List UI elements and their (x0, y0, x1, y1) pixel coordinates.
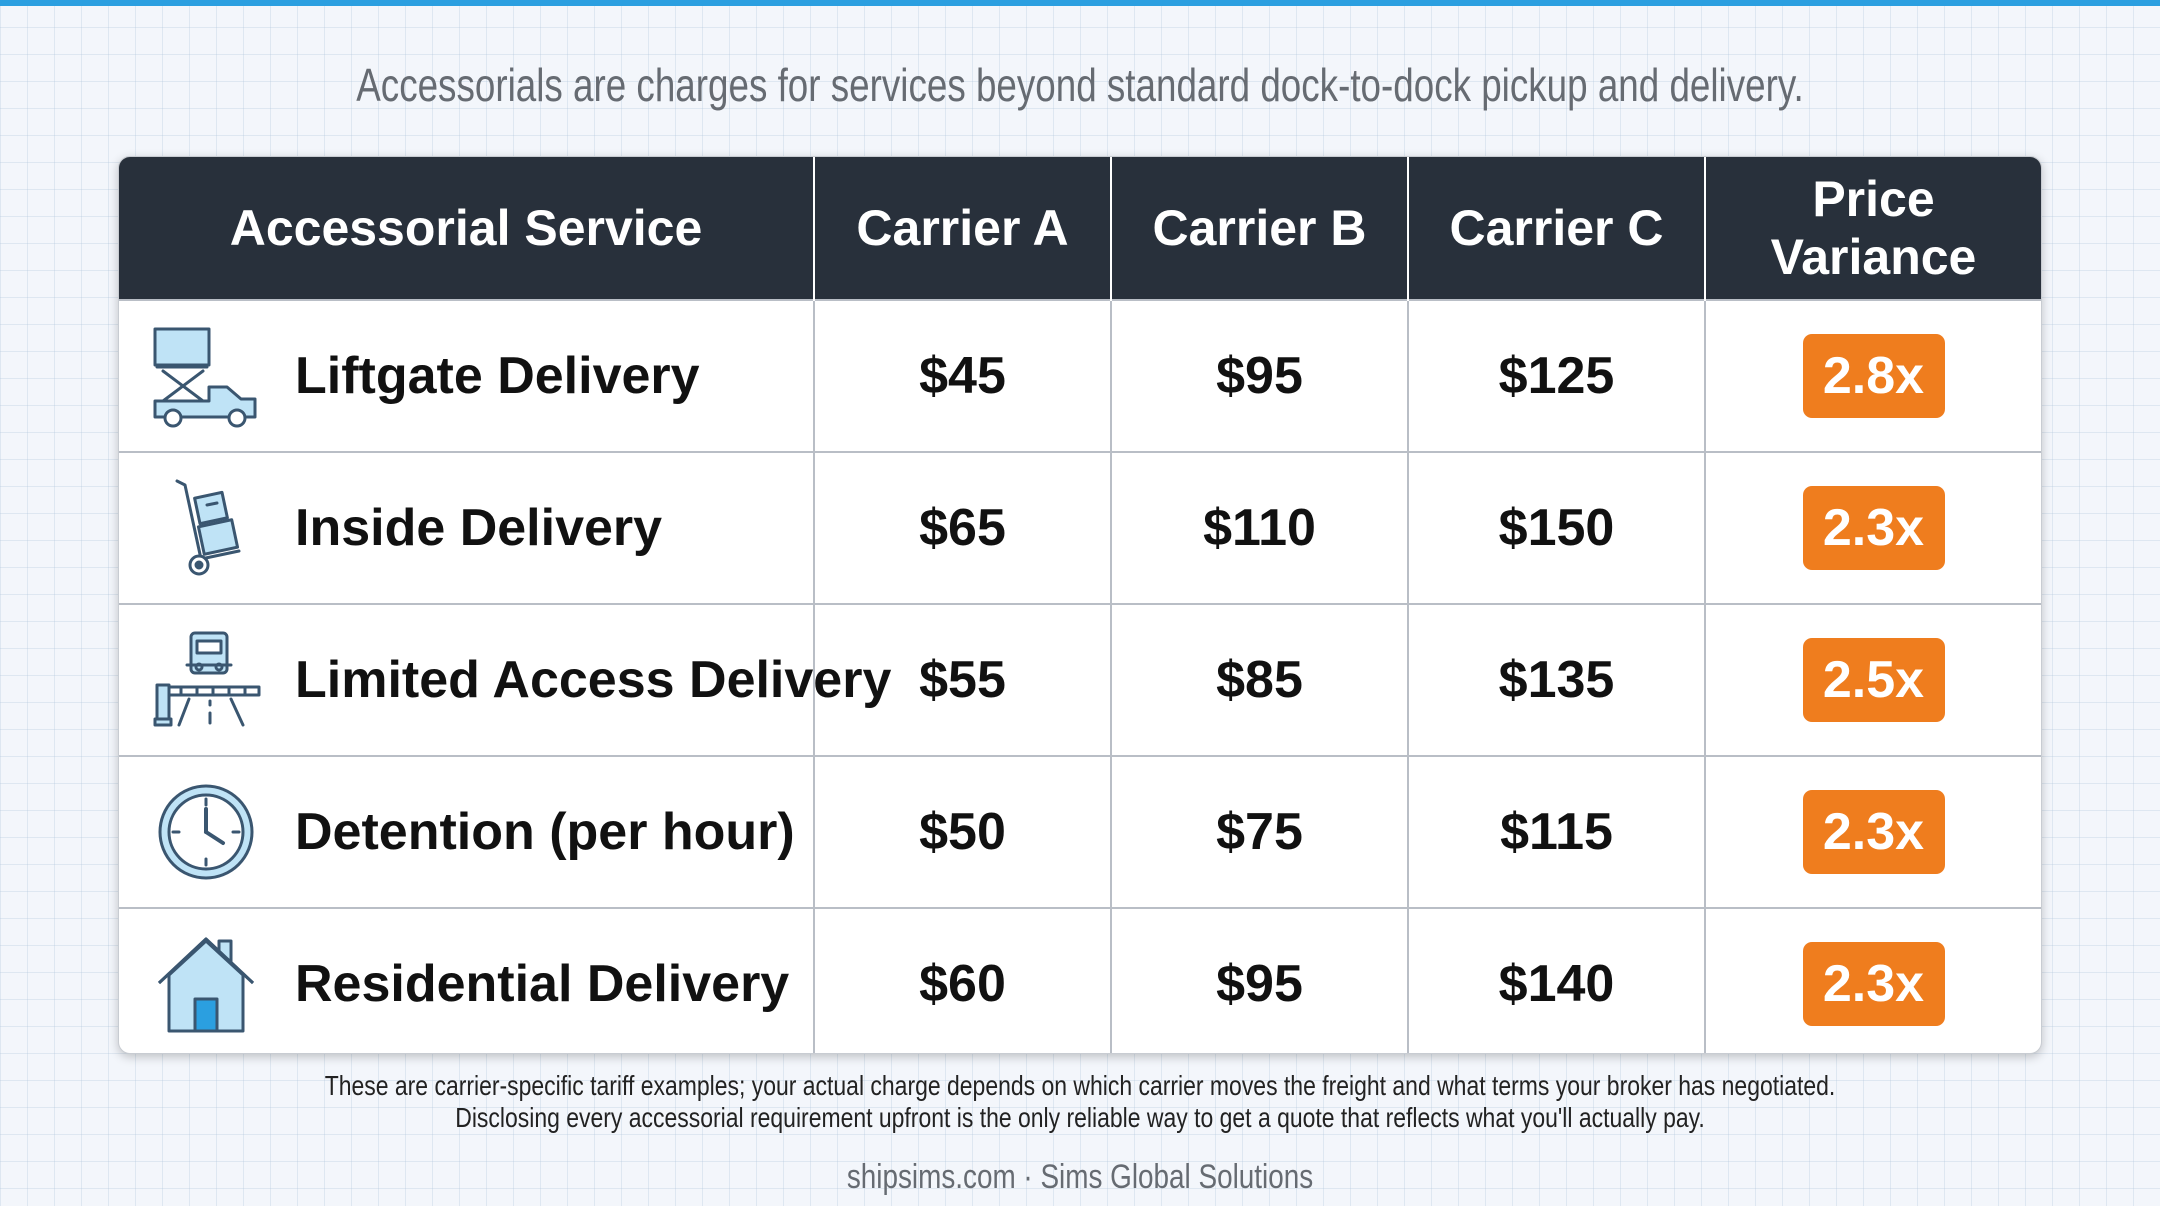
carrier-b-price: $85 (1111, 603, 1409, 756)
variance-cell: 2.5x (1705, 603, 2041, 756)
header-carrier-b: Carrier B (1111, 157, 1409, 300)
service-cell: Inside Delivery (119, 451, 815, 604)
table-row: Residential Delivery $60 $95 $140 2.3x (119, 907, 2041, 1053)
carrier-c-price: $135 (1408, 603, 1706, 756)
header-carrier-a: Carrier A (814, 157, 1112, 300)
top-accent-bar (0, 0, 2160, 6)
table-row: Detention (per hour) $50 $75 $115 2.3x (119, 755, 2041, 908)
table-row: Liftgate Delivery $45 $95 $125 2.8x (119, 299, 2041, 452)
house-icon (147, 929, 265, 1039)
variance-cell: 2.3x (1705, 907, 2041, 1053)
carrier-b-price: $95 (1111, 299, 1409, 452)
carrier-b-price: $75 (1111, 755, 1409, 908)
carrier-a-price: $50 (814, 755, 1112, 908)
variance-badge: 2.3x (1802, 942, 1945, 1026)
table-row: Inside Delivery $65 $110 $150 2.3x (119, 451, 2041, 604)
gate-barrier-truck-icon (147, 625, 265, 735)
footnote-line-1: These are carrier-specific tariff exampl… (324, 1070, 1836, 1101)
carrier-a-price: $60 (814, 907, 1112, 1053)
carrier-c-price: $115 (1408, 755, 1706, 908)
carrier-c-price: $150 (1408, 451, 1706, 604)
carrier-a-price: $45 (814, 299, 1112, 452)
accessorial-rates-table-container: Accessorial Service Carrier A Carrier B … (118, 156, 2042, 1054)
carrier-b-price: $110 (1111, 451, 1409, 604)
carrier-c-price: $140 (1408, 907, 1706, 1053)
service-cell: Limited Access Delivery (119, 603, 891, 756)
header-price-variance: Price Variance (1705, 157, 2041, 300)
header-accessorial-service: Accessorial Service (119, 157, 815, 300)
clock-icon (147, 777, 265, 887)
service-label: Detention (per hour) (295, 803, 795, 861)
hand-truck-icon (147, 473, 265, 583)
variance-badge: 2.8x (1802, 334, 1945, 418)
variance-cell: 2.3x (1705, 451, 2041, 604)
service-label: Inside Delivery (295, 499, 663, 557)
variance-cell: 2.3x (1705, 755, 2041, 908)
service-label: Liftgate Delivery (295, 347, 700, 405)
variance-badge: 2.3x (1802, 790, 1945, 874)
table-header-row: Accessorial Service Carrier A Carrier B … (119, 157, 2041, 300)
table-row: Limited Access Delivery $55 $85 $135 2.5… (119, 603, 2041, 756)
carrier-a-price: $55 (814, 603, 1112, 756)
carrier-c-price: $125 (1408, 299, 1706, 452)
variance-badge: 2.5x (1802, 638, 1945, 722)
accessorial-rates-table: Accessorial Service Carrier A Carrier B … (119, 157, 2041, 1053)
service-cell: Residential Delivery (119, 907, 815, 1053)
variance-badge: 2.3x (1802, 486, 1945, 570)
service-cell: Detention (per hour) (119, 755, 815, 908)
variance-cell: 2.8x (1705, 299, 2041, 452)
service-cell: Liftgate Delivery (119, 299, 815, 452)
carrier-b-price: $95 (1111, 907, 1409, 1053)
source-credit: shipsims.com · Sims Global Solutions (846, 1158, 1314, 1196)
header-carrier-c: Carrier C (1408, 157, 1706, 300)
footnote-line-2: Disclosing every accessorial requirement… (455, 1102, 1705, 1133)
service-label: Limited Access Delivery (295, 651, 892, 709)
liftgate-truck-icon (147, 321, 265, 431)
carrier-a-price: $65 (814, 451, 1112, 604)
page-subtitle: Accessorials are charges for services be… (356, 59, 1804, 111)
service-label: Residential Delivery (295, 955, 790, 1013)
